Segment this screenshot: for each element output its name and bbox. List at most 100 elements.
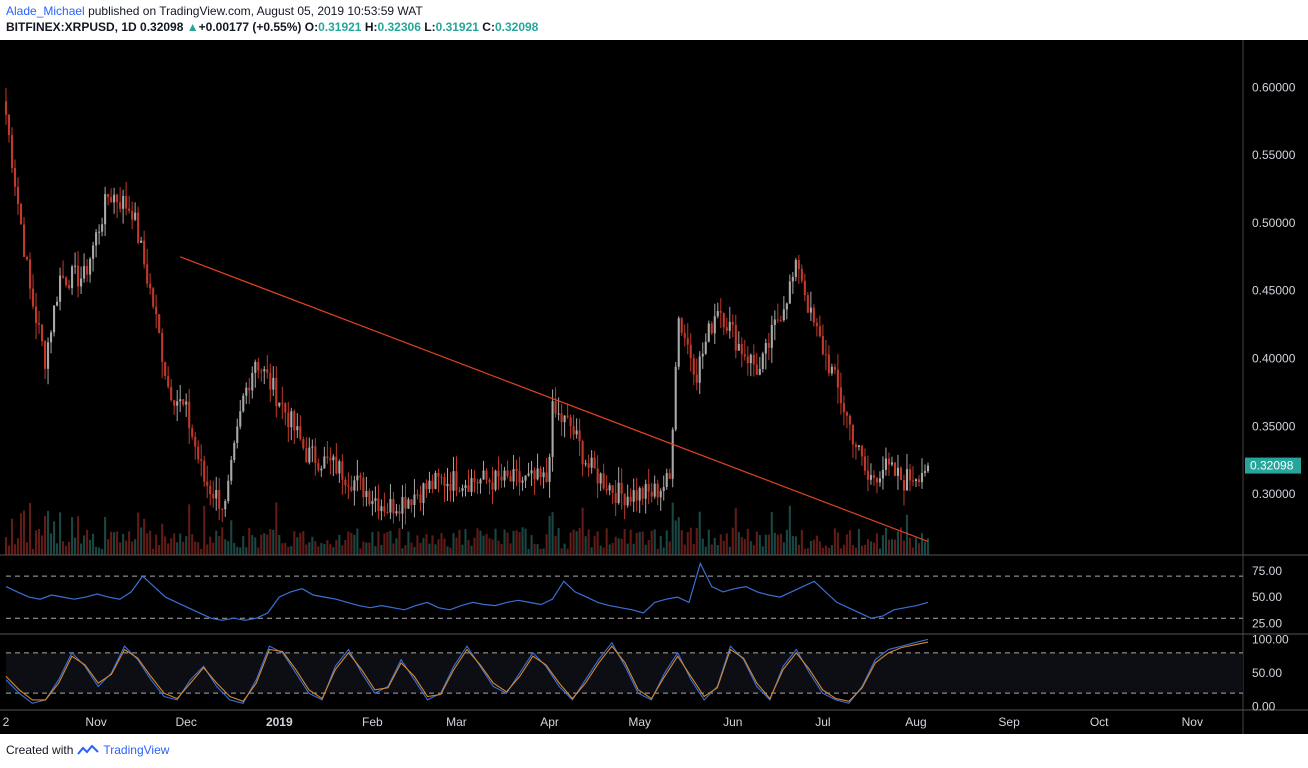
candle-body bbox=[383, 506, 386, 512]
candle-body bbox=[545, 472, 548, 482]
volume-bar bbox=[239, 547, 242, 555]
volume-bar bbox=[281, 543, 284, 555]
candle-body bbox=[356, 475, 359, 481]
volume-bar bbox=[677, 517, 680, 555]
volume-bar bbox=[503, 529, 506, 555]
candle-body bbox=[473, 478, 476, 482]
candle-body bbox=[548, 456, 551, 482]
volume-bar bbox=[821, 547, 824, 555]
volume-bar bbox=[221, 527, 224, 555]
chart-canvas[interactable]: 0.60000 0.55000 0.50000 0.45000 0.40000 0.350… bbox=[0, 40, 1308, 734]
volume-bar bbox=[34, 530, 38, 555]
footer: Created with TradingView bbox=[6, 743, 169, 757]
tradingview-link[interactable]: TradingView bbox=[103, 743, 170, 757]
candle-body bbox=[338, 461, 341, 474]
low-label: L: bbox=[424, 20, 436, 34]
candle-body bbox=[248, 387, 251, 391]
volume-bar bbox=[845, 534, 848, 555]
candle-body bbox=[164, 361, 167, 377]
volume-bar bbox=[71, 517, 74, 555]
candle-body bbox=[497, 470, 500, 477]
candle-body bbox=[608, 485, 611, 491]
time-tick-label: Feb bbox=[362, 715, 383, 729]
candle-body bbox=[200, 459, 203, 461]
candle-body bbox=[872, 475, 875, 478]
candle-body bbox=[833, 366, 836, 370]
candle-body bbox=[677, 318, 680, 367]
volume-bar bbox=[356, 528, 359, 555]
candle-body bbox=[341, 461, 344, 480]
candle-body bbox=[773, 319, 776, 326]
volume-bar bbox=[185, 536, 188, 555]
candle-body bbox=[386, 511, 389, 513]
stoch-tick-label: 50.00 bbox=[1252, 666, 1282, 680]
candle-body bbox=[56, 301, 59, 306]
volume-bar bbox=[470, 545, 473, 555]
candle-body bbox=[845, 412, 848, 416]
volume-bar bbox=[56, 543, 59, 555]
volume-bar bbox=[248, 528, 251, 555]
trendline[interactable] bbox=[179, 256, 929, 543]
candle-body bbox=[557, 413, 560, 415]
volume-bar bbox=[509, 543, 512, 555]
volume-bar bbox=[230, 520, 233, 555]
volume-bar bbox=[119, 542, 122, 555]
candle-body bbox=[137, 212, 140, 243]
candle-body bbox=[749, 354, 752, 364]
volume-bar bbox=[19, 513, 23, 555]
price-tick-label: 0.50000 bbox=[1252, 216, 1296, 230]
author-link[interactable]: Alade_Michael bbox=[6, 4, 85, 18]
volume-bar bbox=[398, 528, 401, 555]
volume-bar bbox=[785, 529, 788, 555]
volume-bar bbox=[803, 548, 806, 555]
volume-bar bbox=[92, 533, 95, 555]
candle-body bbox=[818, 326, 821, 336]
candle-body bbox=[449, 483, 452, 491]
candle-body bbox=[377, 498, 380, 512]
candle-body bbox=[185, 401, 188, 405]
candle-body bbox=[209, 485, 212, 494]
volume-bar bbox=[95, 546, 98, 555]
candle-body bbox=[131, 210, 134, 220]
volume-bar bbox=[707, 529, 710, 555]
volume-bar bbox=[731, 527, 734, 555]
volume-bar bbox=[755, 531, 758, 555]
price-tick-label: 0.35000 bbox=[1252, 419, 1296, 433]
volume-bar bbox=[617, 538, 620, 555]
close-label: C: bbox=[482, 20, 495, 34]
time-tick-label: Jun bbox=[723, 715, 742, 729]
volume-bar bbox=[227, 541, 230, 555]
volume-bar bbox=[647, 540, 650, 555]
candle-body bbox=[191, 428, 194, 437]
candle-body bbox=[776, 319, 779, 321]
candle-body bbox=[740, 344, 743, 355]
candle-body bbox=[521, 480, 524, 483]
candle-body bbox=[434, 472, 437, 489]
candle-body bbox=[329, 458, 332, 461]
candle-body bbox=[281, 402, 284, 404]
candle-body bbox=[887, 458, 891, 465]
volume-bar bbox=[377, 531, 380, 555]
candle-body bbox=[683, 332, 686, 339]
candle-body bbox=[275, 377, 278, 407]
volume-bar bbox=[224, 539, 227, 555]
candle-body bbox=[413, 494, 416, 506]
candle-body bbox=[110, 197, 113, 203]
volume-bar bbox=[923, 541, 927, 555]
volume-bar bbox=[53, 521, 56, 555]
candle-body bbox=[455, 471, 458, 491]
volume-bar bbox=[46, 510, 50, 555]
candle-body bbox=[926, 465, 930, 472]
candle-body bbox=[46, 342, 50, 369]
candle-body bbox=[392, 498, 395, 514]
candle-body bbox=[254, 361, 257, 373]
volume-bar bbox=[917, 543, 921, 555]
candle-body bbox=[446, 483, 449, 487]
time-tick-label: Apr bbox=[540, 715, 559, 729]
volume-bar bbox=[104, 516, 107, 555]
candle-body bbox=[632, 490, 635, 502]
volume-bar bbox=[449, 547, 452, 555]
candle-body bbox=[572, 426, 575, 435]
volume-bar bbox=[557, 528, 560, 555]
candle-body bbox=[794, 260, 797, 277]
